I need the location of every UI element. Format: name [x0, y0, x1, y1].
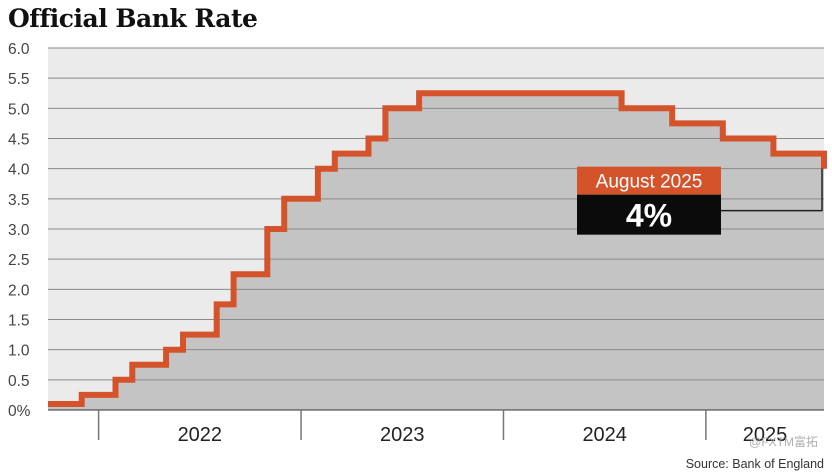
y-tick-label: 1.5: [8, 313, 30, 330]
y-tick-label: 6.0: [8, 41, 30, 58]
callout-date-label: August 2025: [596, 172, 703, 193]
y-tick-label: 0.5: [8, 373, 30, 390]
y-tick-label: 1.0: [8, 343, 30, 360]
rate-line: [48, 90, 827, 407]
y-tick-label: 5.0: [8, 101, 30, 118]
callout-value-box: [577, 194, 721, 235]
chart-title: Official Bank Rate: [8, 4, 258, 33]
y-tick-label: 2.5: [8, 252, 30, 269]
x-year-label: 2024: [582, 424, 627, 446]
y-tick-label: 0%: [8, 403, 31, 420]
y-tick-label: 3.5: [8, 192, 30, 209]
callout-connector: [721, 168, 823, 212]
source-note: Source: Bank of England: [685, 457, 824, 471]
callout-date-box: [577, 166, 721, 195]
y-tick-label: 2.0: [8, 282, 30, 299]
x-year-label: 2023: [380, 424, 425, 446]
y-tick-label: 5.5: [8, 71, 30, 88]
y-tick-label: 4.0: [8, 162, 30, 179]
watermark: @FXTM富拓: [749, 435, 818, 449]
x-year-label: 2022: [178, 424, 223, 446]
y-tick-label: 4.5: [8, 132, 30, 149]
callout-value-label: 4%: [626, 198, 672, 234]
x-year-label: 2025: [743, 424, 788, 446]
y-tick-label: 3.0: [8, 222, 30, 239]
